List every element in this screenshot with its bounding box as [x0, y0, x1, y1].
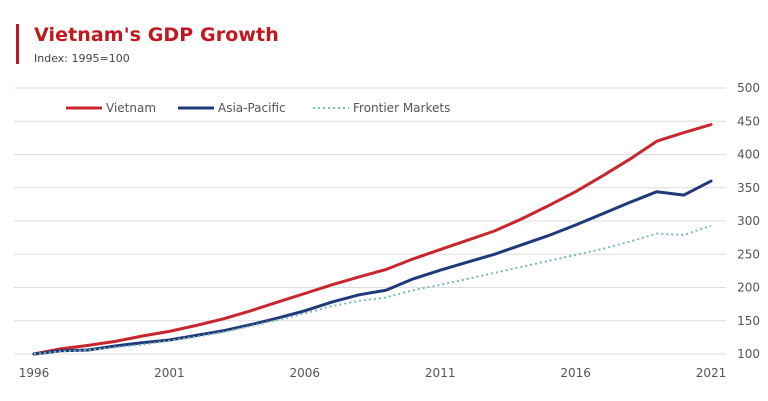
y-tick-label: 500	[737, 81, 760, 95]
x-tick-label: 2021	[696, 366, 727, 380]
y-tick-label: 250	[737, 247, 760, 261]
title-accent-bar	[16, 24, 19, 64]
x-tick-label: 2011	[425, 366, 456, 380]
y-tick-label: 300	[737, 214, 760, 228]
y-tick-label: 150	[737, 314, 760, 328]
y-tick-label: 200	[737, 281, 760, 295]
y-tick-label: 100	[737, 347, 760, 361]
y-tick-label: 400	[737, 148, 760, 162]
x-tick-label: 2006	[290, 366, 321, 380]
chart-title: Vietnam's GDP Growth	[34, 24, 279, 46]
series-line-asia-pacific	[32, 179, 713, 356]
x-tick-label: 2016	[560, 366, 591, 380]
series-line-vietnam	[32, 123, 713, 356]
chart-subtitle: Index: 1995=100	[34, 52, 130, 65]
series-line-frontier-markets	[33, 224, 712, 355]
x-tick-label: 2001	[154, 366, 185, 380]
legend-label: Vietnam	[106, 101, 156, 115]
legend-label: Asia-Pacific	[218, 101, 286, 115]
y-tick-label: 350	[737, 181, 760, 195]
legend-label: Frontier Markets	[353, 101, 450, 115]
y-tick-label: 450	[737, 114, 760, 128]
x-tick-label: 1996	[19, 366, 50, 380]
